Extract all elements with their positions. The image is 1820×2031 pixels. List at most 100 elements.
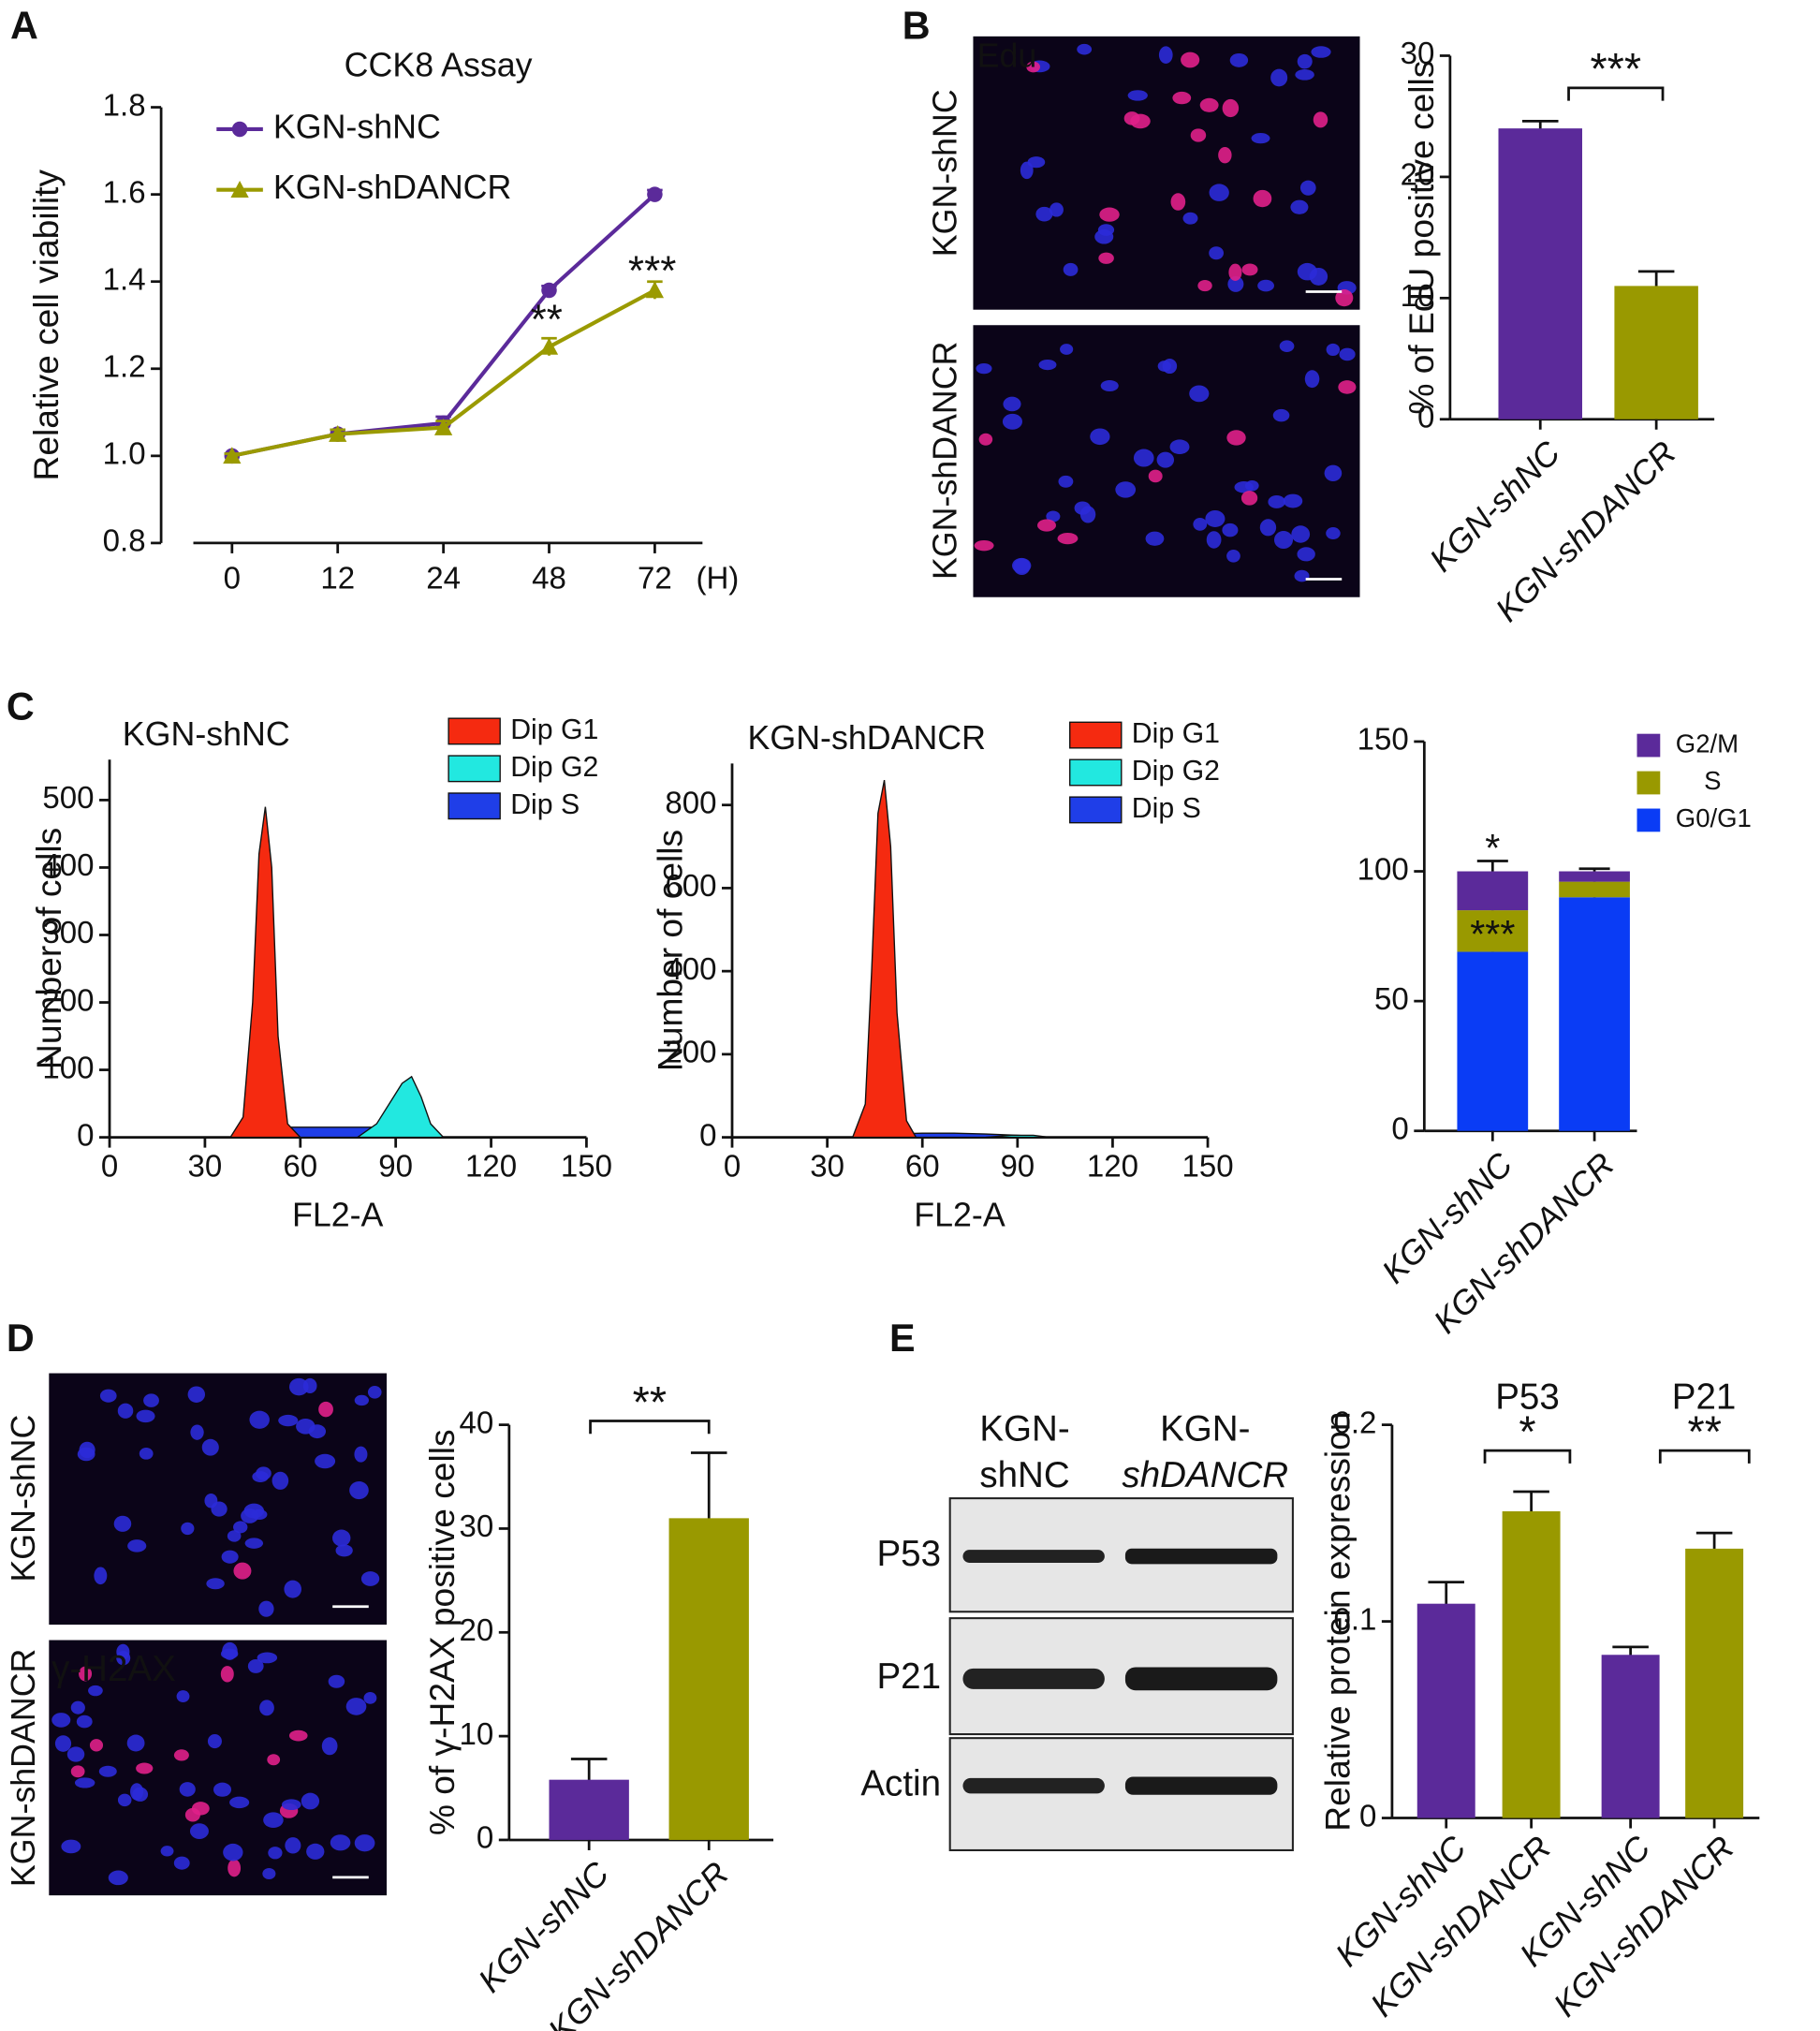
nucleus [61, 1839, 81, 1854]
nucleus [126, 1734, 145, 1752]
nucleus [136, 1409, 155, 1423]
bracket [1658, 1449, 1751, 1464]
nucleus [191, 1802, 210, 1816]
nucleus [143, 1393, 159, 1407]
nucleus [354, 1446, 368, 1463]
nucleus [1097, 224, 1115, 236]
nucleus [251, 1509, 268, 1521]
blot-column-label: KGN- [1160, 1409, 1250, 1450]
nucleus [335, 1544, 353, 1557]
y-tick-label: 0 [1359, 1799, 1376, 1833]
nucleus [354, 1394, 369, 1406]
nucleus [247, 1658, 264, 1673]
nucleus [1338, 380, 1357, 394]
legend-label: Dip S [510, 789, 580, 820]
nucleus [1077, 43, 1093, 55]
y-axis-label: Number of cells [29, 828, 68, 1069]
y-tick-label: 0 [699, 1118, 716, 1153]
nucleus [1326, 527, 1341, 540]
nucleus [176, 1690, 190, 1702]
nucleus [1170, 193, 1186, 211]
nucleus [1218, 146, 1232, 164]
bar-segment [1457, 871, 1529, 911]
x-tick-label: 150 [1182, 1149, 1233, 1184]
nucleus [233, 1562, 252, 1580]
x-tick-label: 12 [320, 562, 355, 596]
legend-marker [230, 181, 249, 198]
y-tick-label: 200 [42, 983, 94, 1018]
bar-segment [1457, 910, 1529, 952]
nucleus [139, 1447, 154, 1460]
nucleus [1172, 91, 1192, 105]
nucleus [117, 1793, 132, 1807]
nucleus [1291, 525, 1311, 543]
nucleus [1209, 184, 1229, 201]
x-tick-label: 24 [426, 562, 461, 596]
histogram-area [985, 1134, 1049, 1139]
blot-band [962, 1777, 1105, 1794]
nucleus [1123, 111, 1140, 125]
nucleus [220, 1666, 234, 1683]
nucleus [321, 1737, 338, 1756]
nucleus [1335, 289, 1354, 307]
legend-label: KGN-shDANCR [273, 169, 511, 206]
nucleus [1268, 494, 1285, 508]
blot-row-label: Actin [860, 1763, 941, 1803]
blot-band [1124, 1548, 1278, 1565]
nucleus [1026, 61, 1040, 73]
blot-column-label: shDANCR [1122, 1455, 1288, 1495]
panel-label: E [889, 1317, 916, 1360]
nucleus [1145, 531, 1165, 546]
nucleus [1190, 128, 1207, 142]
y-tick-label: 800 [665, 786, 716, 820]
nucleus [281, 1799, 301, 1811]
blot-row-label: P21 [876, 1656, 941, 1697]
nucleus [268, 1847, 283, 1860]
nucleus [187, 1386, 206, 1403]
nucleus [263, 1812, 284, 1829]
nucleus [88, 1685, 103, 1697]
nucleus [288, 1729, 308, 1742]
x-tick-label: 90 [378, 1149, 413, 1184]
nucleus [1311, 46, 1331, 58]
x-tick-label: 60 [905, 1149, 940, 1184]
legend-swatch [1069, 721, 1123, 749]
nucleus [1197, 280, 1212, 292]
nucleus [1295, 69, 1314, 81]
y-tick-label: 0.8 [103, 524, 146, 559]
nucleus [1339, 347, 1356, 361]
legend-label: Dip G2 [1132, 756, 1220, 787]
panel-label: B [903, 4, 931, 47]
legend-label: Dip S [1132, 793, 1201, 824]
annotation: * [1519, 1407, 1535, 1456]
y-axis-label: % of γ-H2AX positive cells [422, 1429, 462, 1835]
nucleus [221, 1550, 239, 1564]
histogram-area [355, 1075, 446, 1139]
nucleus [127, 1539, 147, 1553]
nucleus [1058, 475, 1074, 488]
nucleus [213, 1782, 232, 1797]
y-tick-label: 0 [1417, 400, 1434, 434]
nucleus [978, 433, 993, 446]
point [433, 418, 453, 435]
legend-label: G0/G1 [1676, 803, 1752, 832]
y-tick-label: 1.4 [103, 262, 146, 297]
bar [1502, 1511, 1561, 1818]
nucleus [54, 1735, 72, 1752]
x-tick-label: KGN-shDANCR [1427, 1145, 1622, 1340]
nucleus [116, 1643, 130, 1660]
legend-swatch [1637, 808, 1661, 832]
nucleus [1259, 519, 1277, 537]
group-label: P53 [1495, 1376, 1560, 1417]
y-axis-label: Number of cells [650, 830, 689, 1071]
nucleus [1297, 547, 1315, 562]
bar [1614, 286, 1698, 419]
chart-title: CCK8 Assay [345, 46, 533, 83]
nucleus [285, 1837, 301, 1854]
legend-label: Dip G2 [510, 752, 598, 783]
point [223, 447, 242, 464]
nucleus [363, 1692, 377, 1704]
nucleus [206, 1578, 225, 1590]
bar-segment [1559, 897, 1630, 1131]
